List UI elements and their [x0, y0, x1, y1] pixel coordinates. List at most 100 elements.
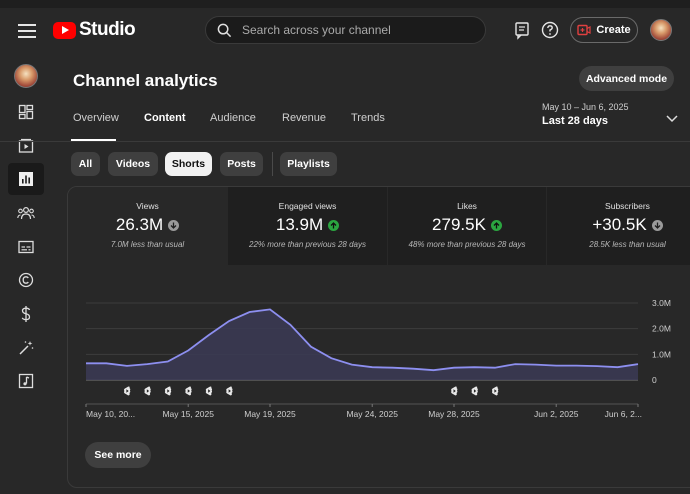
feedback-icon[interactable] [512, 20, 532, 40]
x-tick-label: May 15, 2025 [162, 409, 214, 419]
views-chart: 3.0M 2.0M 1.0M 0 May 10, 20... May 15, 2025 Ma… [85, 298, 671, 419]
youtube-logo-icon [53, 21, 76, 39]
tab-content[interactable]: Content [144, 112, 186, 124]
y-tick-label: 1.0M [652, 349, 671, 359]
arrow-up-icon [490, 219, 502, 231]
sidebar-item-earn[interactable] [8, 298, 44, 330]
menu-icon[interactable] [16, 20, 38, 40]
studio-logo[interactable]: Studio [53, 19, 136, 41]
metric-subscribers[interactable]: Subscribers +30.5K 28.5K less than usual [547, 187, 690, 265]
channel-avatar[interactable] [14, 64, 38, 88]
shorts-marker-icon[interactable] [471, 386, 478, 396]
help-icon[interactable] [540, 20, 560, 40]
sidebar-item-copyright[interactable] [8, 264, 44, 296]
top-bar: Studio Create [0, 0, 690, 60]
x-tick-label: May 19, 2025 [244, 409, 296, 419]
x-tick-label: May 24, 2025 [346, 409, 398, 419]
metric-value: 13.9M [275, 215, 324, 234]
x-tick-label: Jun 6, 2... [605, 409, 642, 419]
metric-value: 26.3M [115, 215, 164, 234]
tab-audience[interactable]: Audience [210, 112, 256, 124]
shorts-marker-icon[interactable] [226, 386, 233, 396]
dashboard-icon [18, 104, 34, 120]
subtitles-icon [18, 240, 34, 254]
search-bar[interactable] [205, 16, 486, 44]
add-video-icon [577, 24, 591, 36]
copyright-icon [18, 272, 34, 288]
y-tick-label: 0 [652, 375, 657, 385]
x-tick-label: Jun 2, 2025 [534, 409, 579, 419]
dollar-icon [21, 306, 31, 322]
metric-label: Subscribers [605, 201, 650, 211]
x-tick-label: May 28, 2025 [428, 409, 480, 419]
metric-value: 279.5K [432, 215, 486, 234]
create-button[interactable]: Create [570, 17, 638, 43]
metric-note: 48% more than previous 28 days [408, 240, 526, 249]
metric-label: Engaged views [278, 201, 337, 211]
advanced-mode-button[interactable]: Advanced mode [579, 66, 674, 91]
arrow-down-icon [651, 219, 663, 231]
shorts-marker-icon[interactable] [164, 386, 172, 396]
date-range-dates[interactable]: May 10 – Jun 6, 2025 [542, 102, 629, 112]
sidebar-item-audio-library[interactable] [8, 365, 44, 397]
tab-trends[interactable]: Trends [351, 112, 385, 124]
metric-note: 7.0M less than usual [110, 240, 185, 249]
create-label: Create [596, 24, 631, 36]
metric-engaged-views[interactable]: Engaged views 13.9M 22% more than previo… [228, 187, 387, 265]
metric-value-row: +30.5K [547, 215, 690, 235]
metric-value: +30.5K [592, 215, 647, 234]
shorts-marker-icon[interactable] [205, 386, 213, 396]
metric-label: Views [136, 201, 159, 211]
chip-posts[interactable]: Posts [220, 152, 263, 176]
sidebar [0, 60, 52, 494]
top-strip [0, 0, 690, 8]
chip-separator [272, 152, 273, 176]
shorts-marker-icon[interactable] [491, 386, 499, 396]
chip-videos[interactable]: Videos [108, 152, 158, 176]
search-icon [217, 23, 232, 37]
account-avatar[interactable] [650, 19, 672, 41]
metric-note: 22% more than previous 28 days [249, 240, 366, 249]
active-tab-indicator [71, 139, 116, 141]
metric-value-row: 26.3M [68, 215, 227, 235]
sidebar-item-dashboard[interactable] [8, 96, 44, 128]
metric-label: Likes [457, 201, 477, 211]
tabs-divider [0, 141, 690, 142]
metric-likes[interactable]: Likes 279.5K 48% more than previous 28 d… [388, 187, 546, 265]
tab-revenue[interactable]: Revenue [282, 112, 327, 124]
sidebar-item-analytics[interactable] [8, 163, 44, 195]
shorts-marker-icon[interactable] [185, 386, 192, 396]
metric-note: 28.5K less than usual [589, 240, 666, 249]
chevron-down-icon[interactable] [666, 110, 678, 128]
community-icon [17, 206, 35, 220]
tab-overview[interactable]: Overview [73, 112, 119, 124]
x-tick-label: May 10, 20... [86, 409, 135, 419]
metric-views[interactable]: Views 26.3M 7.0M less than usual [68, 187, 227, 265]
metric-value-row: 279.5K [388, 215, 546, 235]
shorts-marker-icon[interactable] [144, 386, 151, 396]
page-title: Channel analytics [73, 71, 218, 90]
sidebar-item-customization[interactable] [8, 332, 44, 364]
arrow-down-icon [168, 219, 180, 231]
see-more-button[interactable]: See more [85, 442, 151, 468]
shorts-marker-icon[interactable] [451, 386, 458, 396]
analytics-card: Views 26.3M 7.0M less than usual Engaged… [67, 186, 690, 488]
chip-all[interactable]: All [71, 152, 100, 176]
chip-shorts[interactable]: Shorts [165, 152, 212, 176]
chip-playlists[interactable]: Playlists [280, 152, 337, 176]
sidebar-item-subtitles[interactable] [8, 231, 44, 263]
y-tick-label: 2.0M [652, 324, 671, 334]
arrow-up-icon [328, 219, 340, 231]
views-area [86, 309, 638, 380]
analytics-icon [19, 172, 33, 186]
metric-value-row: 13.9M [228, 215, 387, 235]
sidebar-item-content[interactable] [8, 130, 44, 162]
views-line [86, 308, 639, 372]
sidebar-item-community[interactable] [8, 197, 44, 229]
logo-text: Studio [79, 19, 136, 40]
search-input[interactable] [242, 23, 462, 37]
shorts-marker-icon[interactable] [123, 386, 131, 396]
audio-library-icon [18, 373, 34, 389]
date-range-label[interactable]: Last 28 days [542, 115, 609, 127]
magic-wand-icon [19, 341, 34, 355]
